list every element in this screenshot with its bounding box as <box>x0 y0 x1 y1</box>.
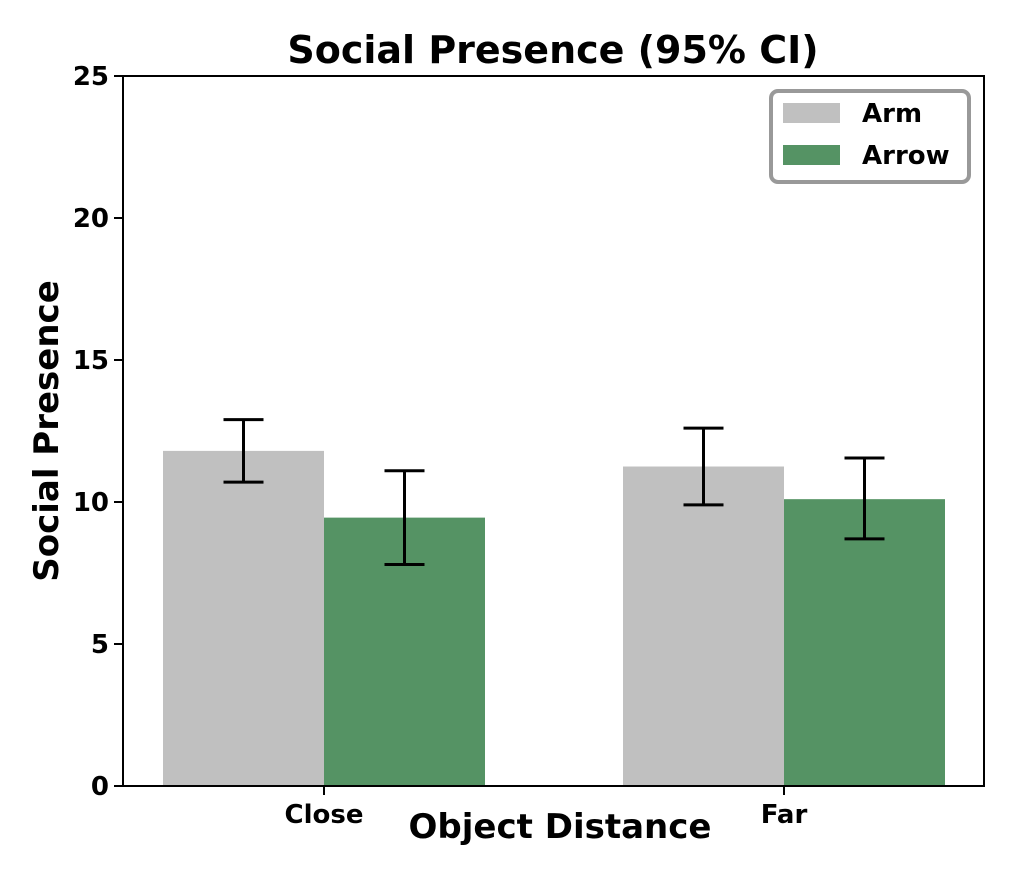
bar-arm-close <box>163 450 324 786</box>
x-tick-label-close: Close <box>285 800 364 830</box>
legend: Arm Arrow <box>769 89 971 184</box>
bars-layer <box>163 450 945 786</box>
legend-label-arrow: Arrow <box>862 141 950 171</box>
y-tick-label: 20 <box>73 204 109 234</box>
y-tick-label: 25 <box>73 62 109 92</box>
legend-label-arm: Arm <box>862 99 922 129</box>
error-bars-layer <box>223 418 885 566</box>
x-axis-title: Object Distance <box>409 807 712 847</box>
bar-arrow-far <box>784 499 945 786</box>
chart-title: Social Presence (95% CI) <box>287 28 818 72</box>
x-tick-label-far: Far <box>761 800 808 830</box>
y-axis: 0 5 10 15 20 25 <box>73 62 123 802</box>
bar-arm-far <box>623 466 784 786</box>
y-tick-label: 0 <box>91 772 109 802</box>
plot-frame <box>122 75 985 787</box>
y-tick-label: 15 <box>73 346 109 376</box>
y-tick-label: 5 <box>91 630 109 660</box>
y-tick-label: 10 <box>73 488 109 518</box>
x-axis: Close Far <box>285 786 808 830</box>
y-axis-title: Social Presence <box>27 280 67 582</box>
legend-swatch-arrow <box>783 145 840 165</box>
legend-swatch-arm <box>783 103 840 123</box>
